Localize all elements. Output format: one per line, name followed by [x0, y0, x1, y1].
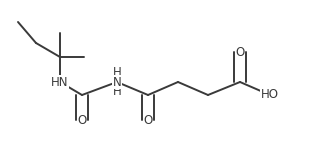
Text: O: O — [77, 114, 87, 127]
Text: HO: HO — [261, 88, 279, 101]
Text: HN: HN — [51, 76, 69, 88]
Text: O: O — [144, 114, 153, 127]
Text: HN: HN — [51, 76, 69, 88]
Text: O: O — [77, 114, 87, 127]
Text: H: H — [113, 66, 122, 79]
Text: N: N — [113, 76, 122, 88]
Text: O: O — [235, 45, 245, 58]
Text: H: H — [113, 85, 122, 98]
Text: O: O — [144, 114, 153, 127]
Text: N: N — [113, 76, 122, 88]
Text: HO: HO — [261, 88, 279, 101]
Text: O: O — [235, 45, 245, 58]
